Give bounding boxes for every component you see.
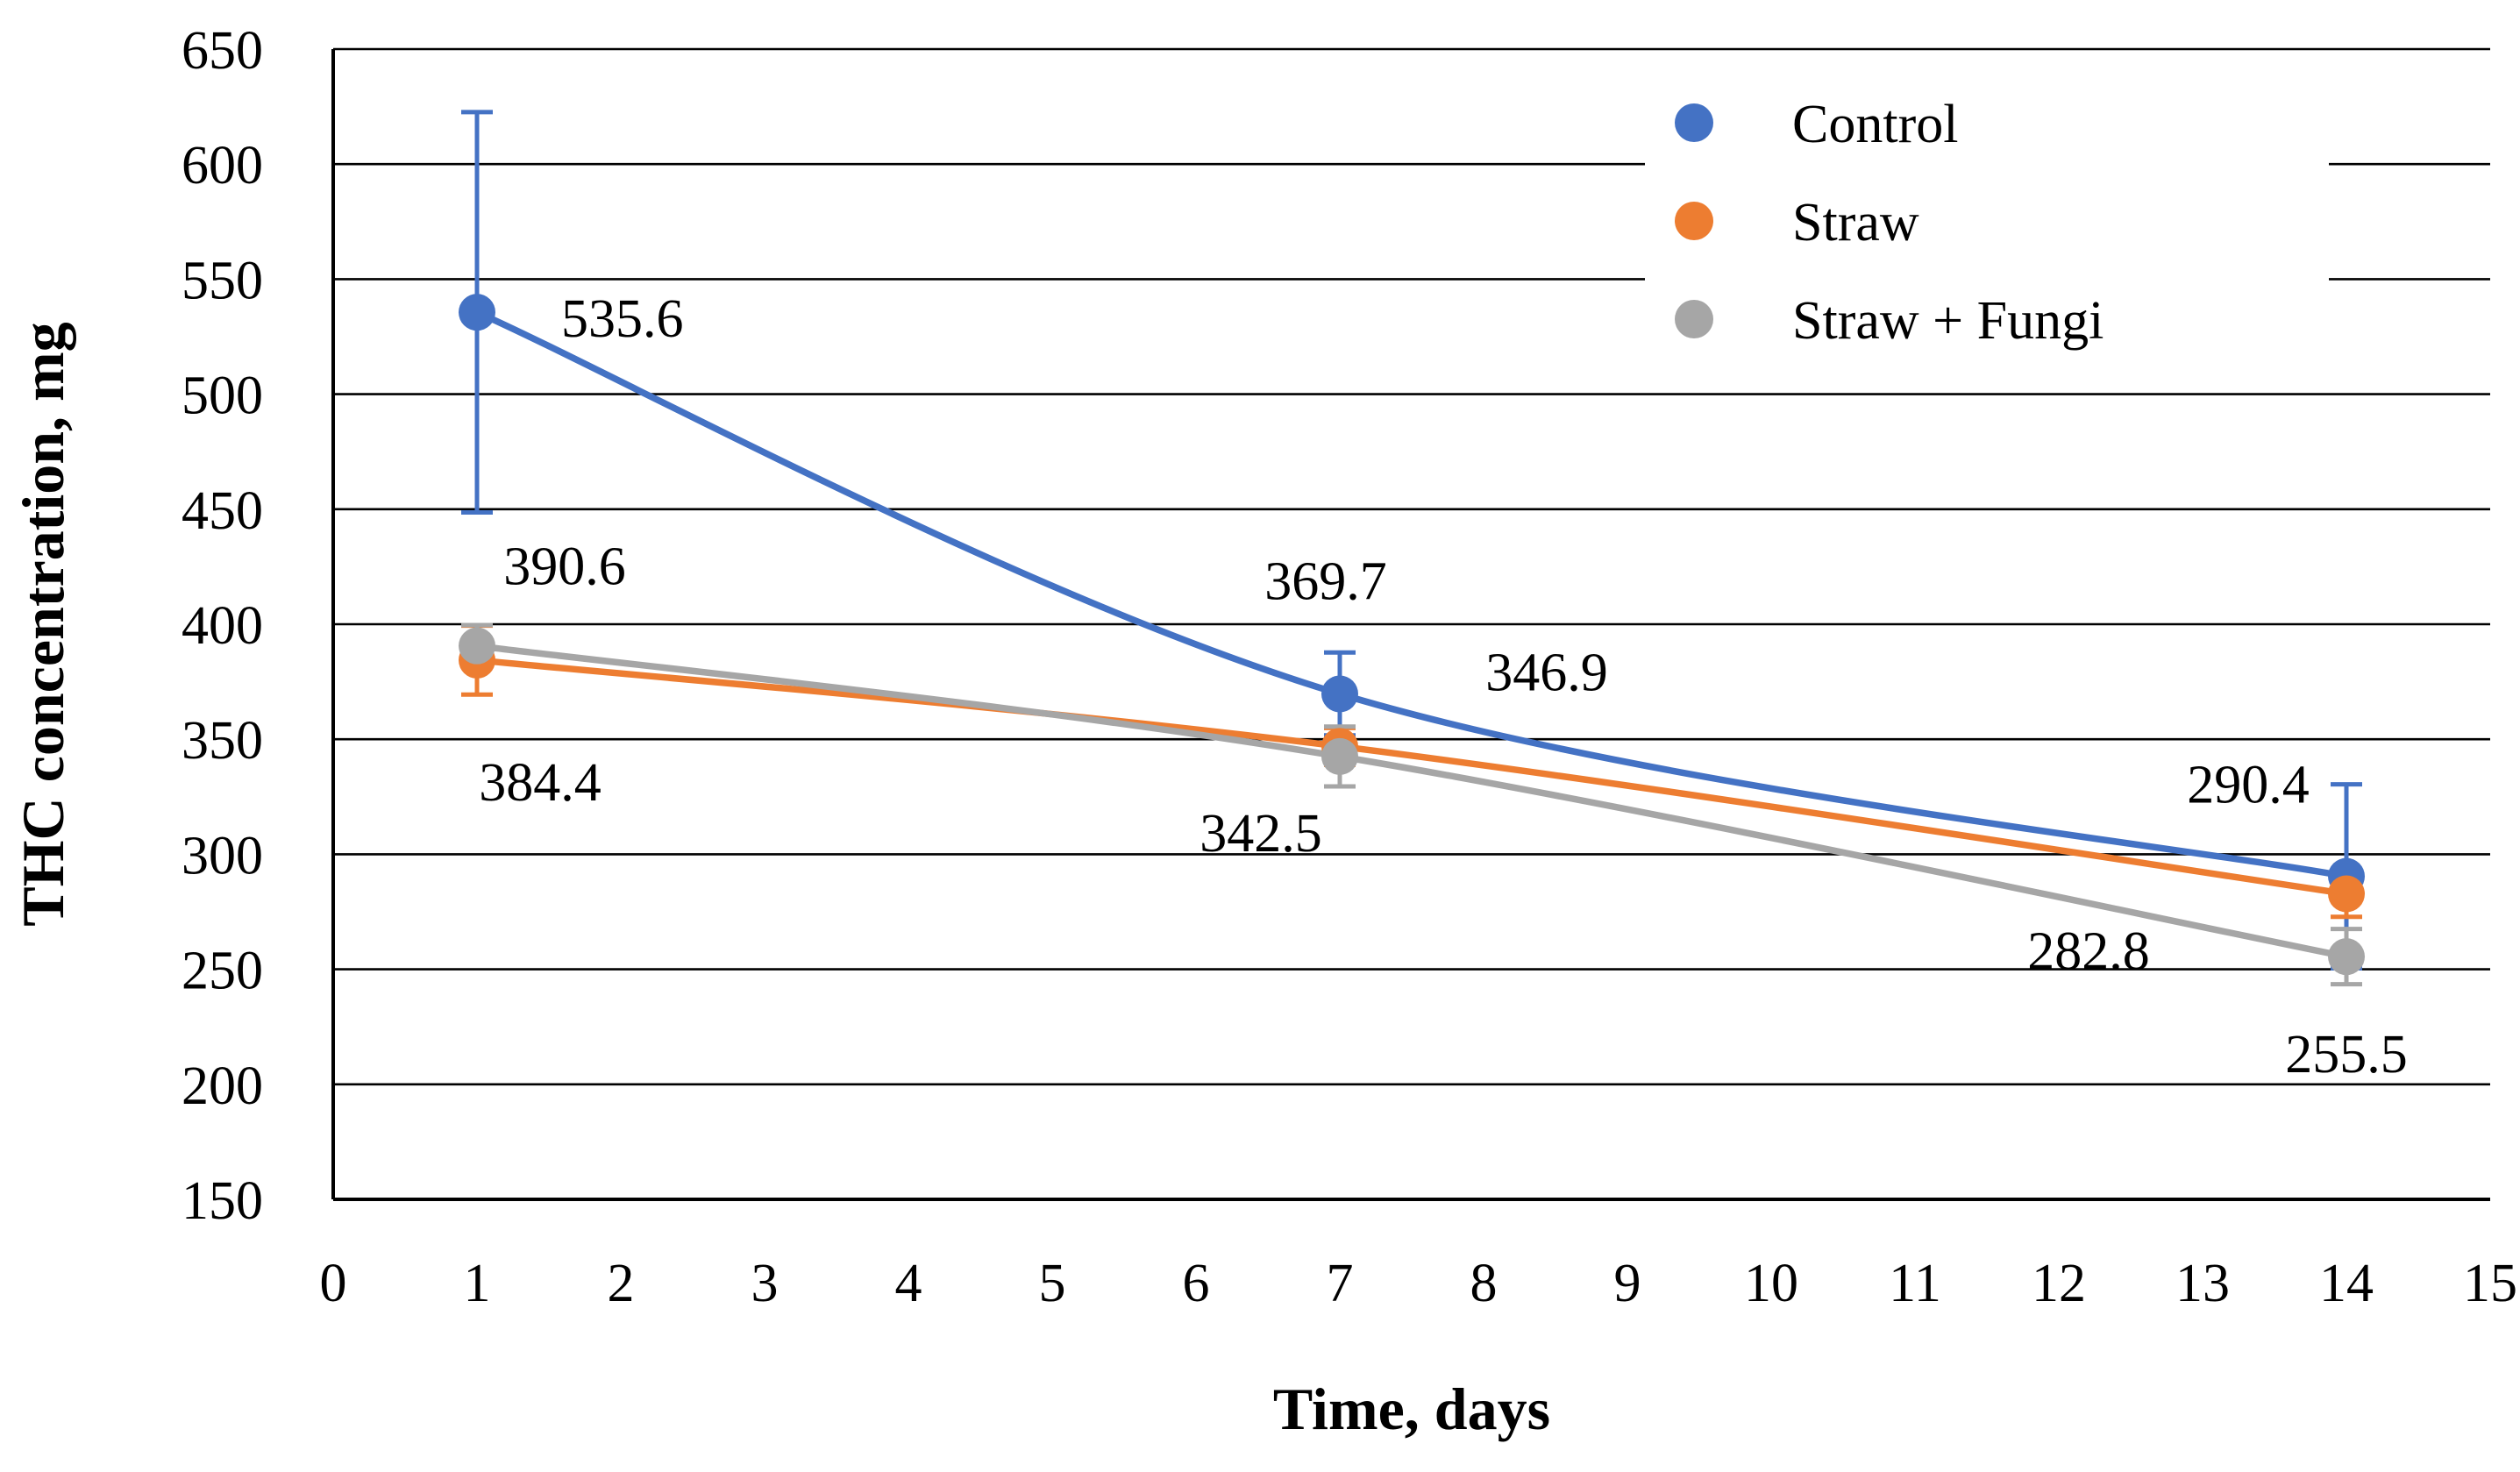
x-tick-8: 8 — [1470, 1254, 1498, 1313]
y-tick-300: 300 — [182, 826, 263, 885]
series-line-control — [473, 309, 2350, 880]
x-tick-5: 5 — [1039, 1254, 1066, 1313]
data-label-straw-fungi: 342.5 — [1199, 804, 1322, 864]
x-tick-1: 1 — [464, 1254, 491, 1313]
x-tick-0: 0 — [320, 1254, 347, 1313]
x-tick-15: 15 — [2463, 1254, 2517, 1313]
x-tick-7: 7 — [1327, 1254, 1354, 1313]
x-tick-2: 2 — [608, 1254, 635, 1313]
y-tick-150: 150 — [182, 1171, 263, 1231]
y-tick-450: 450 — [182, 481, 263, 541]
data-labels: 535.6 369.7 290.4 384.4 346.9 282.8 390.6 342.5… — [479, 289, 2408, 1084]
y-axis-title: THC concentration, mg — [10, 322, 76, 926]
series-line-straw-fungi — [473, 642, 2350, 960]
y-tick-350: 350 — [182, 711, 263, 771]
x-tick-3: 3 — [751, 1254, 779, 1313]
data-label-straw-fungi: 390.6 — [503, 537, 626, 597]
x-tick-4: 4 — [895, 1254, 922, 1313]
x-tick-11: 11 — [1889, 1254, 1941, 1313]
axes — [331, 49, 2490, 1201]
legend-marker-straw — [1675, 202, 1713, 240]
legend-background — [1645, 72, 2329, 366]
legend: Control Straw Straw + Fungi — [1645, 72, 2329, 366]
legend-label-control: Control — [1792, 95, 1958, 154]
x-tick-9: 9 — [1614, 1254, 1641, 1313]
x-tick-10: 10 — [1744, 1254, 1798, 1313]
data-label-straw: 384.4 — [479, 753, 602, 813]
y-tick-550: 550 — [182, 251, 263, 310]
series-lines — [473, 309, 2350, 960]
legend-label-straw: Straw — [1792, 193, 1919, 252]
marker-straw-fungi — [459, 627, 495, 665]
marker-control — [1321, 675, 1358, 713]
legend-marker-control — [1675, 103, 1713, 142]
y-tick-250: 250 — [182, 942, 263, 1001]
data-label-control: 369.7 — [1264, 552, 1387, 612]
series-line-straw — [473, 657, 2350, 898]
y-tick-500: 500 — [182, 366, 263, 426]
x-tick-6: 6 — [1183, 1254, 1210, 1313]
series-markers — [459, 294, 2365, 976]
legend-marker-straw-fungi — [1675, 300, 1713, 338]
y-tick-400: 400 — [182, 596, 263, 656]
x-tick-14: 14 — [2319, 1254, 2374, 1313]
legend-label-straw-fungi: Straw + Fungi — [1792, 291, 2104, 351]
data-label-straw: 346.9 — [1485, 643, 1608, 702]
x-tick-12: 12 — [2032, 1254, 2086, 1313]
y-tick-650: 650 — [182, 21, 263, 81]
x-tick-13: 13 — [2175, 1254, 2230, 1313]
data-label-straw-fungi: 255.5 — [2285, 1025, 2408, 1084]
marker-control — [459, 294, 495, 331]
data-label-control: 535.6 — [561, 289, 684, 349]
y-tick-600: 600 — [182, 136, 263, 196]
data-label-straw: 282.8 — [2027, 922, 2150, 982]
y-tick-200: 200 — [182, 1056, 263, 1116]
marker-straw-fungi — [1321, 737, 1358, 775]
x-axis-title: Time, days — [1273, 1376, 1550, 1442]
data-label-control: 290.4 — [2187, 756, 2310, 815]
marker-straw — [2328, 875, 2365, 913]
marker-straw-fungi — [2328, 938, 2365, 976]
